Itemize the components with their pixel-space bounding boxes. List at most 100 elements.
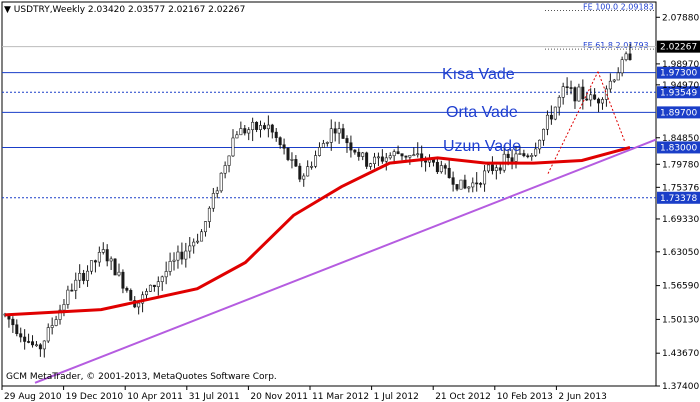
price-tick-label: 1.69330	[662, 215, 699, 225]
uptrend-line	[34, 138, 657, 384]
level-price-label: 1.89700	[660, 108, 697, 118]
candle-body	[459, 179, 463, 190]
candle-body	[569, 87, 573, 89]
candle-body	[333, 128, 337, 134]
candle-body	[270, 124, 274, 133]
candle-body	[82, 272, 86, 281]
fibo-leg-line	[597, 71, 626, 143]
candle-body	[345, 138, 349, 144]
candle-body	[616, 72, 620, 81]
candle-body	[31, 341, 35, 346]
candle-body	[542, 128, 546, 141]
level-price-tag	[657, 106, 700, 119]
price-tick-label: 2.07880	[662, 13, 699, 23]
candle-body	[137, 302, 141, 308]
candle-body	[538, 139, 542, 150]
current-price-label: 2.02267	[660, 43, 697, 53]
candle-body	[196, 240, 200, 243]
candle-body	[215, 190, 219, 194]
candle-body	[27, 341, 31, 343]
horizontal-levels[interactable]: 1.97300 1.89700 1.83000 1.93549 1.73378 FE 10…	[2, 2, 700, 204]
candle-body	[628, 53, 632, 61]
candle-body	[443, 165, 447, 169]
candle-body	[145, 291, 149, 296]
candle-body	[203, 221, 207, 233]
symbol-marker-icon: ▼	[4, 5, 14, 15]
candle-body	[510, 157, 514, 162]
candle-body	[113, 258, 117, 276]
candle-body	[66, 289, 70, 305]
candle-body	[545, 114, 549, 130]
candle-body	[152, 284, 156, 287]
candle-body	[585, 98, 589, 101]
candle-body	[262, 125, 266, 130]
candle-body	[286, 147, 290, 160]
candle-body	[164, 271, 168, 278]
candle-body	[168, 261, 172, 272]
candle-body	[54, 319, 58, 326]
candle-body	[483, 170, 487, 185]
candle-body	[479, 183, 483, 185]
price-tick-label: 1.43670	[662, 349, 699, 359]
level-price-tag	[657, 66, 700, 79]
candle-body	[200, 231, 204, 242]
candle-body	[148, 284, 152, 292]
candle-body	[486, 164, 490, 172]
annotation-uzun-vade: Uzun Vade	[443, 138, 521, 155]
candle-body	[211, 193, 215, 209]
time-tick-label: 21 Oct 2012	[435, 392, 491, 402]
annotation-orta-vade: Orta Vade	[446, 104, 518, 121]
candle-body	[463, 179, 467, 189]
candle-body	[416, 153, 420, 156]
level-price-label: 1.73378	[660, 194, 697, 204]
level-price-label: 1.83000	[660, 143, 697, 153]
time-tick-label: 19 Dec 2010	[66, 392, 124, 402]
candle-body	[612, 79, 616, 82]
candle-body	[325, 142, 329, 144]
time-tick-label: 2 Jun 2013	[558, 392, 606, 402]
candle-body	[424, 160, 428, 163]
annotation-kisa-vade: Kısa Vade	[442, 66, 515, 83]
candle-body	[357, 151, 361, 157]
candle-body	[372, 156, 376, 164]
candle-body	[310, 165, 314, 168]
candle-body	[86, 270, 90, 281]
candle-body	[251, 121, 255, 131]
candle-body	[97, 252, 101, 263]
candle-body	[89, 260, 93, 272]
candle-body	[321, 143, 325, 148]
candle-body	[58, 309, 62, 320]
chart-frame	[1, 1, 657, 387]
candle-body	[490, 164, 494, 171]
level-price-label: 1.93549	[660, 88, 697, 98]
trendline[interactable]	[34, 71, 657, 384]
current-price-tag	[657, 40, 700, 53]
candle-body	[109, 258, 113, 262]
candle-body	[526, 155, 530, 158]
candle-body	[471, 182, 475, 188]
level-price-label: 1.97300	[660, 69, 697, 79]
candle-body	[494, 167, 498, 171]
candle-body	[227, 155, 231, 166]
candle-body	[243, 128, 247, 134]
candle-body	[176, 251, 180, 261]
level-price-tag	[657, 191, 700, 204]
candle-body	[15, 324, 19, 335]
candle-body	[341, 128, 345, 139]
candle-body	[23, 336, 27, 342]
candle-body	[19, 333, 23, 338]
price-tick-label: 1.56590	[662, 282, 699, 292]
time-tick-label: 20 Nov 2011	[250, 392, 308, 402]
price-tick-label: 1.50130	[662, 315, 699, 325]
time-tick-label: 1 Jul 2012	[374, 392, 419, 402]
candle-body	[38, 344, 42, 350]
candle-body	[600, 99, 604, 104]
candle-body	[624, 53, 628, 60]
candle-body	[514, 153, 518, 162]
moving-average	[4, 145, 631, 317]
candle-body	[156, 281, 160, 287]
price-tick-label: 1.37400	[662, 382, 699, 392]
candle-body	[534, 148, 538, 156]
